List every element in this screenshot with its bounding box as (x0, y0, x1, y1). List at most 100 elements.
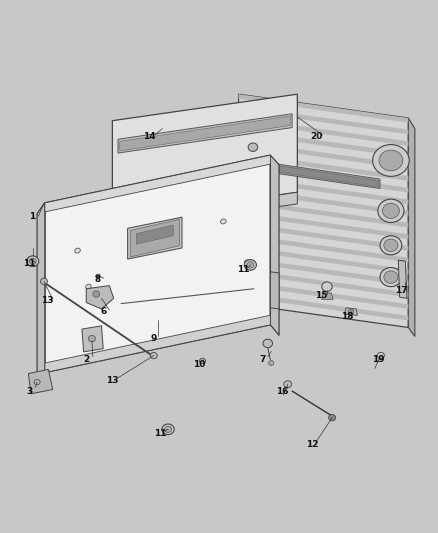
Polygon shape (239, 280, 408, 309)
Text: 13: 13 (106, 376, 119, 385)
Ellipse shape (96, 274, 100, 278)
Polygon shape (239, 234, 408, 262)
Polygon shape (408, 118, 415, 336)
Polygon shape (322, 293, 333, 300)
Ellipse shape (162, 424, 174, 434)
Text: 18: 18 (341, 312, 353, 321)
Ellipse shape (27, 256, 39, 266)
Text: 8: 8 (94, 275, 100, 284)
Text: 11: 11 (154, 429, 166, 438)
Ellipse shape (248, 167, 258, 175)
Text: 14: 14 (143, 132, 155, 141)
Text: 1: 1 (29, 212, 35, 221)
Polygon shape (239, 176, 408, 204)
Ellipse shape (247, 262, 254, 268)
Polygon shape (254, 162, 378, 187)
Ellipse shape (268, 361, 274, 366)
Ellipse shape (41, 278, 47, 285)
Polygon shape (239, 222, 408, 251)
Polygon shape (239, 141, 408, 169)
Polygon shape (239, 129, 408, 158)
Ellipse shape (373, 144, 409, 176)
Ellipse shape (378, 199, 404, 222)
Polygon shape (118, 114, 292, 153)
Ellipse shape (150, 352, 157, 359)
Text: 12: 12 (306, 440, 319, 449)
Ellipse shape (328, 415, 336, 421)
Polygon shape (270, 155, 279, 335)
Polygon shape (239, 94, 408, 123)
Polygon shape (239, 269, 408, 297)
Polygon shape (239, 245, 408, 274)
Ellipse shape (244, 260, 250, 265)
Ellipse shape (248, 214, 258, 222)
Ellipse shape (158, 180, 167, 188)
Text: 6: 6 (101, 307, 107, 316)
Text: 20: 20 (311, 132, 323, 141)
Polygon shape (239, 94, 408, 327)
Ellipse shape (29, 258, 36, 264)
Ellipse shape (221, 219, 226, 224)
Polygon shape (239, 187, 408, 216)
Ellipse shape (232, 172, 241, 180)
Ellipse shape (380, 236, 402, 255)
Ellipse shape (248, 190, 258, 199)
Ellipse shape (248, 120, 258, 128)
Text: 16: 16 (276, 386, 288, 395)
Ellipse shape (322, 282, 332, 292)
Ellipse shape (88, 335, 95, 342)
Ellipse shape (284, 381, 292, 387)
Polygon shape (45, 155, 270, 212)
Polygon shape (239, 117, 408, 146)
Polygon shape (45, 155, 270, 373)
Polygon shape (37, 203, 45, 383)
Polygon shape (239, 164, 408, 192)
Ellipse shape (75, 248, 80, 253)
Text: 9: 9 (151, 334, 157, 343)
Polygon shape (113, 192, 297, 229)
Polygon shape (344, 308, 357, 316)
Text: 10: 10 (193, 360, 205, 369)
Ellipse shape (348, 309, 353, 314)
Polygon shape (127, 217, 182, 259)
Text: 2: 2 (83, 355, 89, 364)
Ellipse shape (380, 268, 402, 287)
Polygon shape (86, 286, 114, 309)
Polygon shape (270, 272, 279, 309)
Ellipse shape (244, 260, 256, 270)
Polygon shape (239, 106, 408, 134)
Polygon shape (239, 152, 408, 181)
Ellipse shape (93, 291, 100, 297)
Text: 11: 11 (23, 260, 36, 268)
Polygon shape (239, 211, 408, 239)
Polygon shape (82, 326, 103, 352)
Text: 19: 19 (371, 355, 384, 364)
Ellipse shape (131, 185, 141, 193)
Ellipse shape (248, 143, 258, 151)
Polygon shape (120, 116, 290, 151)
Polygon shape (113, 94, 297, 219)
Polygon shape (253, 160, 380, 189)
Text: 13: 13 (41, 296, 53, 305)
Text: 17: 17 (396, 286, 408, 295)
Ellipse shape (379, 150, 403, 171)
Ellipse shape (86, 284, 91, 289)
Polygon shape (239, 199, 408, 228)
Polygon shape (28, 369, 53, 394)
Ellipse shape (165, 426, 172, 432)
Ellipse shape (384, 271, 398, 284)
Polygon shape (45, 316, 270, 373)
Polygon shape (239, 257, 408, 286)
Ellipse shape (382, 203, 399, 219)
Text: 15: 15 (315, 291, 328, 300)
Text: 11: 11 (237, 265, 249, 273)
Polygon shape (239, 292, 408, 320)
Ellipse shape (263, 339, 272, 348)
Polygon shape (398, 260, 407, 298)
Ellipse shape (384, 239, 398, 252)
Ellipse shape (262, 167, 272, 175)
Text: 7: 7 (259, 355, 266, 364)
Ellipse shape (199, 358, 205, 364)
Polygon shape (136, 225, 173, 244)
Polygon shape (130, 219, 180, 257)
